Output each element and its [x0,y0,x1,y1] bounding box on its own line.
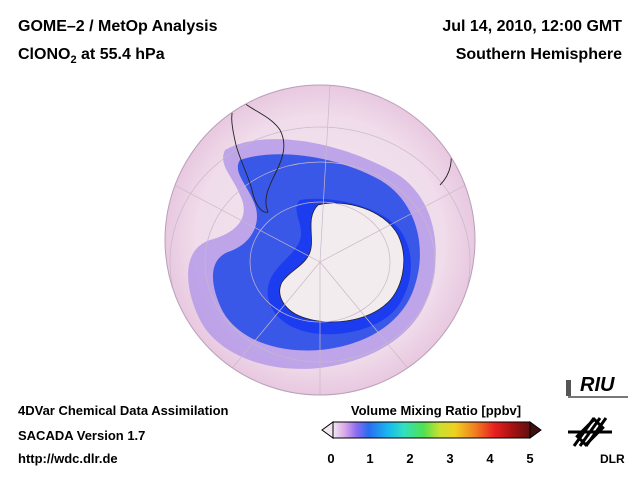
australia-outline [199,373,251,389]
title-line1: GOME–2 / MetOp Analysis [18,18,218,35]
colorbar-title: Volume Mixing Ratio [ppbv] [350,403,522,418]
footer-line2: SACADA Version 1.7 [18,428,146,443]
riu-logo-text: RIU [580,374,615,396]
riu-logo [566,380,628,398]
dlr-logo-text: DLR [600,452,625,466]
colorbar-high-arrow [529,421,542,439]
colorbar-tick: 3 [446,451,454,466]
footer-url[interactable]: http://wdc.dlr.de [18,451,118,466]
south-america-outline [231,97,285,213]
colorbar-tick: 0 [327,451,335,466]
title-line2: ClONO2 at 55.4 hPa [18,46,165,67]
antarctica-landmass [279,202,405,323]
colorbar-tick: 2 [406,451,414,466]
footer-line1: 4DVar Chemical Data Assimilation [18,403,229,418]
colorbar-tick: 1 [366,451,374,466]
colorbar-gradient [332,421,531,439]
globe-edge [164,84,476,396]
colorbar-tick: 5 [526,451,534,466]
colorbar-tick: 4 [486,451,494,466]
colorbar-low-arrow [321,421,334,439]
date-label: Jul 14, 2010, 12:00 GMT [442,18,622,35]
region-label: Southern Hemisphere [455,46,622,63]
dlr-logo [568,417,612,447]
colorbar [321,421,542,439]
